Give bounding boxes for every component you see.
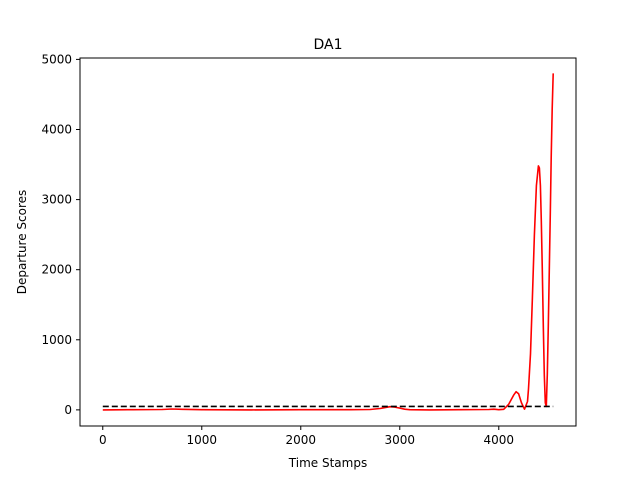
y-tick-label: 0 (64, 403, 72, 417)
x-tick-label: 0 (99, 433, 107, 447)
y-tick-label: 1000 (41, 333, 72, 347)
x-tick-label: 2000 (286, 433, 317, 447)
y-tick-label: 5000 (41, 52, 72, 66)
y-tick-label: 3000 (41, 193, 72, 207)
x-tick-label: 3000 (385, 433, 416, 447)
x-tick-label: 4000 (484, 433, 515, 447)
score-line (102, 73, 554, 411)
y-tick-label: 2000 (41, 263, 72, 277)
y-tick-label: 4000 (41, 122, 72, 136)
y-axis-label: Departure Scores (15, 190, 29, 295)
chart-title: DA1 (313, 37, 342, 53)
plot-frame (79, 57, 577, 427)
x-tick-label: 1000 (186, 433, 217, 447)
x-axis-label: Time Stamps (288, 456, 367, 470)
